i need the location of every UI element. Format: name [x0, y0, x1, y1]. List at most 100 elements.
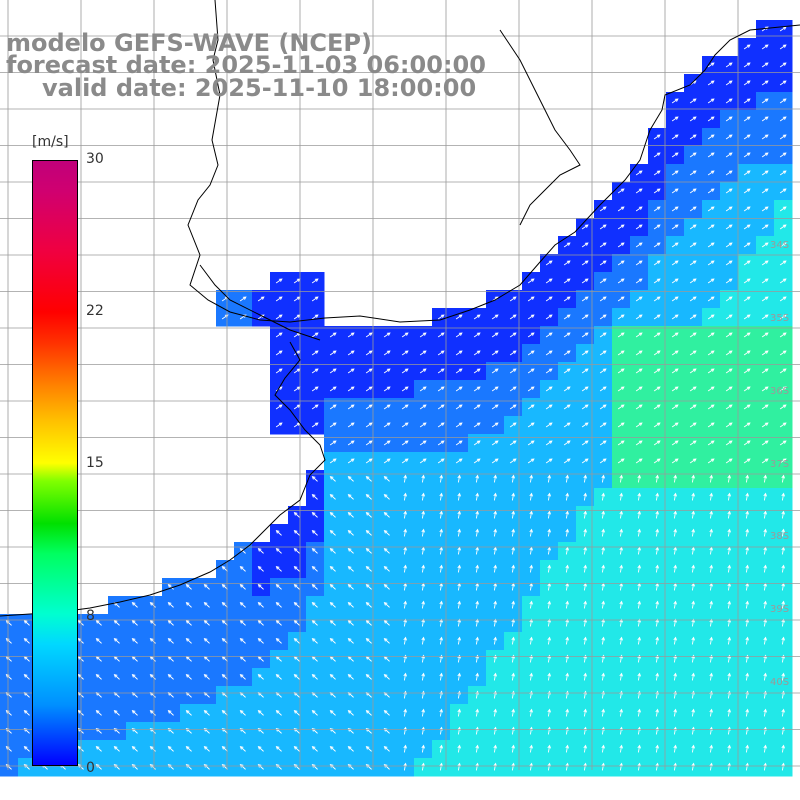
wind-arrow [511, 762, 515, 771]
wind-arrow [509, 296, 517, 302]
wind-arrow [421, 564, 425, 573]
wind-arrow [545, 458, 553, 464]
wind-arrow [347, 494, 354, 500]
wind-arrow [655, 744, 659, 753]
wind-arrow [581, 332, 589, 338]
wind-arrow [725, 80, 733, 86]
wind-arrow [365, 422, 373, 428]
wind-arrow [455, 440, 463, 446]
wind-arrow [673, 762, 677, 771]
wind-arrow [709, 528, 713, 537]
wind-arrow [709, 474, 713, 483]
wind-arrow [637, 474, 641, 483]
wind-arrow [527, 296, 535, 302]
wind-arrow [673, 744, 677, 753]
wind-arrow [365, 332, 373, 338]
wind-arrow [725, 422, 733, 428]
wind-arrow [655, 708, 659, 717]
wind-arrow [493, 672, 497, 681]
wind-arrow [655, 600, 659, 609]
wind-arrow [475, 762, 479, 771]
wind-arrow [707, 62, 715, 68]
wind-arrow [529, 618, 533, 627]
wind-arrow [257, 764, 264, 770]
wind-arrow [439, 564, 443, 573]
wind-arrow [619, 708, 623, 717]
wind-arrow [275, 746, 282, 752]
wind-arrow [671, 242, 679, 248]
wind-arrow [725, 440, 733, 446]
wind-arrow [779, 44, 787, 50]
wind-arrow [475, 636, 479, 645]
wind-arrow [439, 636, 443, 645]
wind-arrow [581, 440, 589, 446]
wind-arrow [455, 368, 463, 374]
model-title: modelo GEFS-WAVE (NCEP) [6, 29, 372, 57]
wind-arrow [401, 332, 409, 338]
wind-arrow [707, 278, 715, 284]
wind-arrow [689, 134, 697, 140]
wind-arrow [779, 206, 787, 212]
wind-arrow [275, 350, 283, 356]
wind-arrow [617, 314, 625, 320]
wind-arrow [653, 458, 661, 464]
coastline-south [0, 341, 326, 617]
wind-arrow [563, 332, 571, 338]
wind-arrow [257, 296, 265, 302]
wind-arrow [619, 618, 623, 627]
wind-arrow [707, 458, 715, 464]
wind-arrow [707, 206, 715, 212]
wind-arrow [563, 242, 571, 248]
wind-arrow [493, 636, 497, 645]
wind-arrow [311, 296, 319, 302]
wind-arrow [635, 224, 643, 230]
wind-arrow [95, 620, 102, 626]
valid-date: valid date: 2025-11-10 18:00:00 [42, 74, 477, 102]
wind-arrow [473, 440, 481, 446]
wind-arrow [781, 528, 785, 537]
wind-arrow [511, 564, 515, 573]
wind-arrow [511, 492, 515, 501]
wind-arrow [473, 404, 481, 410]
wind-arrow [383, 422, 391, 428]
wind-arrow [745, 492, 749, 501]
wind-arrow [511, 618, 515, 627]
wind-arrow [329, 332, 337, 338]
wind-arrow [781, 708, 785, 717]
wind-arrow [691, 474, 695, 483]
wind-arrow [203, 710, 210, 716]
wind-arrow [293, 602, 300, 608]
wind-arrow [509, 368, 517, 374]
wind-arrow [727, 636, 731, 645]
wind-arrow [293, 512, 300, 518]
wind-arrow [709, 744, 713, 753]
wind-arrow [691, 636, 695, 645]
wind-arrow [619, 564, 623, 573]
wind-arrow [439, 762, 443, 771]
wind-arrow [403, 618, 407, 627]
wind-arrow [763, 744, 767, 753]
wind-arrow [347, 368, 355, 374]
wind-arrow [581, 350, 589, 356]
wind-arrow [403, 672, 407, 681]
wind-arrow [403, 474, 407, 483]
wind-arrow [455, 458, 463, 464]
wind-arrow [617, 260, 625, 266]
wind-arrow [365, 710, 372, 716]
wind-arrow [599, 296, 607, 302]
wind-arrow [293, 638, 300, 644]
wind-arrow [727, 618, 731, 627]
wind-arrow [547, 744, 551, 753]
wind-arrow [565, 636, 569, 645]
wind-arrow [653, 296, 661, 302]
wind-arrow [745, 672, 749, 681]
wind-arrow [601, 564, 605, 573]
wind-arrow [743, 242, 751, 248]
wind-arrow [529, 528, 533, 537]
wind-arrow [653, 422, 661, 428]
wind-arrow [293, 566, 300, 572]
wind-arrow [311, 548, 318, 554]
wind-arrow [167, 602, 174, 608]
wind-arrow [779, 224, 787, 230]
wind-arrow [311, 512, 318, 518]
